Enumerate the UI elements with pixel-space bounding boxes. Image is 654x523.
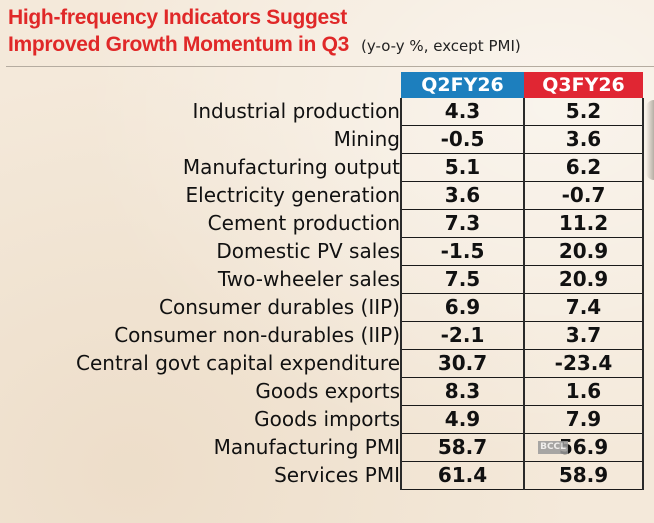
cell-q3: 1.6 [524, 377, 644, 406]
subtitle: (y-o-y %, except PMI) [361, 37, 521, 55]
row-label: Manufacturing output [8, 153, 402, 182]
cell-q2: 30.7 [401, 349, 525, 378]
row-label: Manufacturing PMI [8, 433, 402, 462]
cell-q3: 3.6 [524, 125, 644, 154]
cell-q3: 20.9 [524, 237, 644, 266]
title-line-2: Improved Growth Momentum in Q3 [8, 33, 350, 56]
chart-title: High-frequency Indicators Suggest Improv… [8, 4, 521, 60]
row-label: Cement production [8, 209, 402, 238]
cell-q3: -0.7 [524, 181, 644, 210]
row-label: Central govt capital expenditure [8, 349, 402, 378]
cell-q3: -23.4 [524, 349, 644, 378]
cell-q3: 7.4 [524, 293, 644, 322]
row-label: Goods imports [8, 405, 402, 434]
table-row: Consumer durables (IIP) 6.9 7.4 [8, 293, 644, 322]
cell-q3: 7.9 [524, 405, 644, 434]
cell-q2: 61.4 [401, 461, 525, 490]
cell-q2: -1.5 [401, 237, 525, 266]
column-header-q3: Q3FY26 [524, 72, 643, 98]
header-spacer [8, 72, 401, 98]
cell-q2: -0.5 [401, 125, 525, 154]
cell-q2: 4.3 [401, 98, 525, 126]
table-row: Goods imports 4.9 7.9 [8, 405, 644, 434]
cell-q2: -2.1 [401, 321, 525, 350]
title-line-1: High-frequency Indicators Suggest [8, 6, 347, 29]
row-label: Industrial production [8, 98, 402, 126]
table-row: Services PMI 61.4 58.9 [8, 461, 644, 490]
row-label: Two-wheeler sales [8, 265, 402, 294]
row-label: Consumer durables (IIP) [8, 293, 402, 322]
bccl-watermark: BCCL [538, 441, 568, 454]
table-row: Central govt capital expenditure 30.7 -2… [8, 349, 644, 378]
row-label: Mining [8, 125, 402, 154]
table-row: Consumer non-durables (IIP) -2.1 3.7 [8, 321, 644, 350]
row-label: Consumer non-durables (IIP) [8, 321, 402, 350]
cell-q2: 6.9 [401, 293, 525, 322]
row-label: Domestic PV sales [8, 237, 402, 266]
cell-q2: 7.5 [401, 265, 525, 294]
table-row: Industrial production 4.3 5.2 [8, 98, 644, 126]
table-row: Domestic PV sales -1.5 20.9 [8, 237, 644, 266]
table-row: Goods exports 8.3 1.6 [8, 377, 644, 406]
cell-q3: 56.9 [524, 433, 644, 462]
title-line-2-row: Improved Growth Momentum in Q3 (y-o-y %,… [8, 31, 521, 60]
table-row: Two-wheeler sales 7.5 20.9 [8, 265, 644, 294]
table-header-row: Q2FY26 Q3FY26 [8, 72, 643, 98]
indicators-table: Q2FY26 Q3FY26 Industrial production 4.3 … [8, 72, 644, 490]
table-row: Manufacturing output 5.1 6.2 [8, 153, 644, 182]
cell-q3: 58.9 [524, 461, 644, 490]
cell-q2: 5.1 [401, 153, 525, 182]
cell-q3: 20.9 [524, 265, 644, 294]
table-row: Electricity generation 3.6 -0.7 [8, 181, 644, 210]
cell-q3: 3.7 [524, 321, 644, 350]
cell-q2: 4.9 [401, 405, 525, 434]
cell-q3: 11.2 [524, 209, 644, 238]
row-label: Services PMI [8, 461, 402, 490]
table-row: Mining -0.5 3.6 [8, 125, 644, 154]
cell-q3: 6.2 [524, 153, 644, 182]
column-header-q2: Q2FY26 [401, 72, 524, 98]
cell-q2: 7.3 [401, 209, 525, 238]
header-divider [6, 66, 654, 67]
table-row: Manufacturing PMI 58.7 56.9 [8, 433, 644, 462]
cell-q2: 3.6 [401, 181, 525, 210]
row-label: Electricity generation [8, 181, 402, 210]
edge-decoration [646, 100, 654, 180]
cell-q2: 8.3 [401, 377, 525, 406]
row-label: Goods exports [8, 377, 402, 406]
table-row: Cement production 7.3 11.2 [8, 209, 644, 238]
cell-q2: 58.7 [401, 433, 525, 462]
cell-q3: 5.2 [524, 98, 644, 126]
